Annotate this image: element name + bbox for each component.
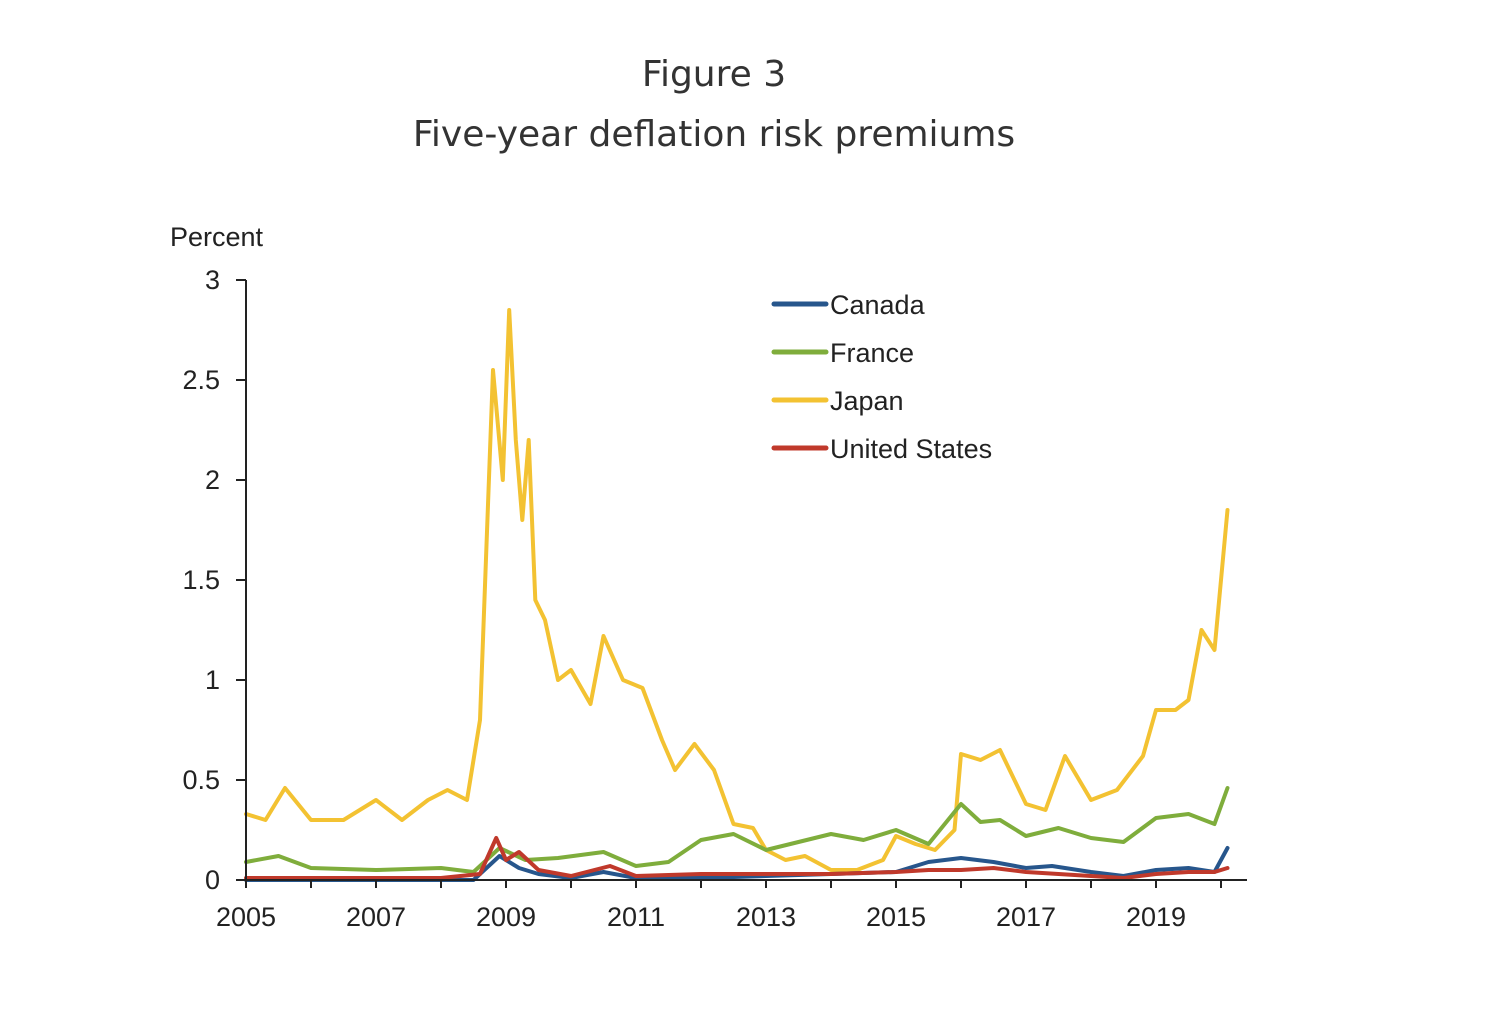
y-tick-label: 1.5 [182,565,220,595]
y-tick-label: 0 [205,865,220,895]
x-tick-label: 2013 [736,902,796,932]
series-layer [244,308,1230,882]
legend-label-france: France [830,338,914,368]
y-tick-label: 0.5 [182,765,220,795]
x-tick-label: 2017 [996,902,1056,932]
y-tick-label: 1 [205,665,220,695]
legend-label-canada: Canada [830,290,926,320]
chart-title: Five-year deflation risk premiums [412,114,1016,155]
y-axis-title: Percent [170,222,264,252]
y-tick-label: 2.5 [182,365,220,395]
y-tick-label: 3 [205,265,220,295]
x-tick-label: 2015 [866,902,926,932]
axes-layer: 0 0.5 1 1.5 2 2.5 3 2005 2007 2009 2011 2013 2015 201… [182,265,1247,932]
legend: Canada France Japan United States [771,290,992,464]
x-tick-label: 2011 [607,902,665,932]
series-line-japan [244,308,1230,872]
figure-label: Figure 3 [641,54,787,95]
series-line-united-states [244,836,1230,880]
x-tick-label: 2007 [346,902,406,932]
x-tick-label: 2009 [476,902,536,932]
legend-label-japan: Japan [830,386,904,416]
y-tick-label: 2 [205,465,220,495]
series-line-france [244,786,1230,874]
legend-label-united-states: United States [830,434,992,464]
x-tick-label: 2005 [216,902,276,932]
x-tick-label: 2019 [1126,902,1186,932]
